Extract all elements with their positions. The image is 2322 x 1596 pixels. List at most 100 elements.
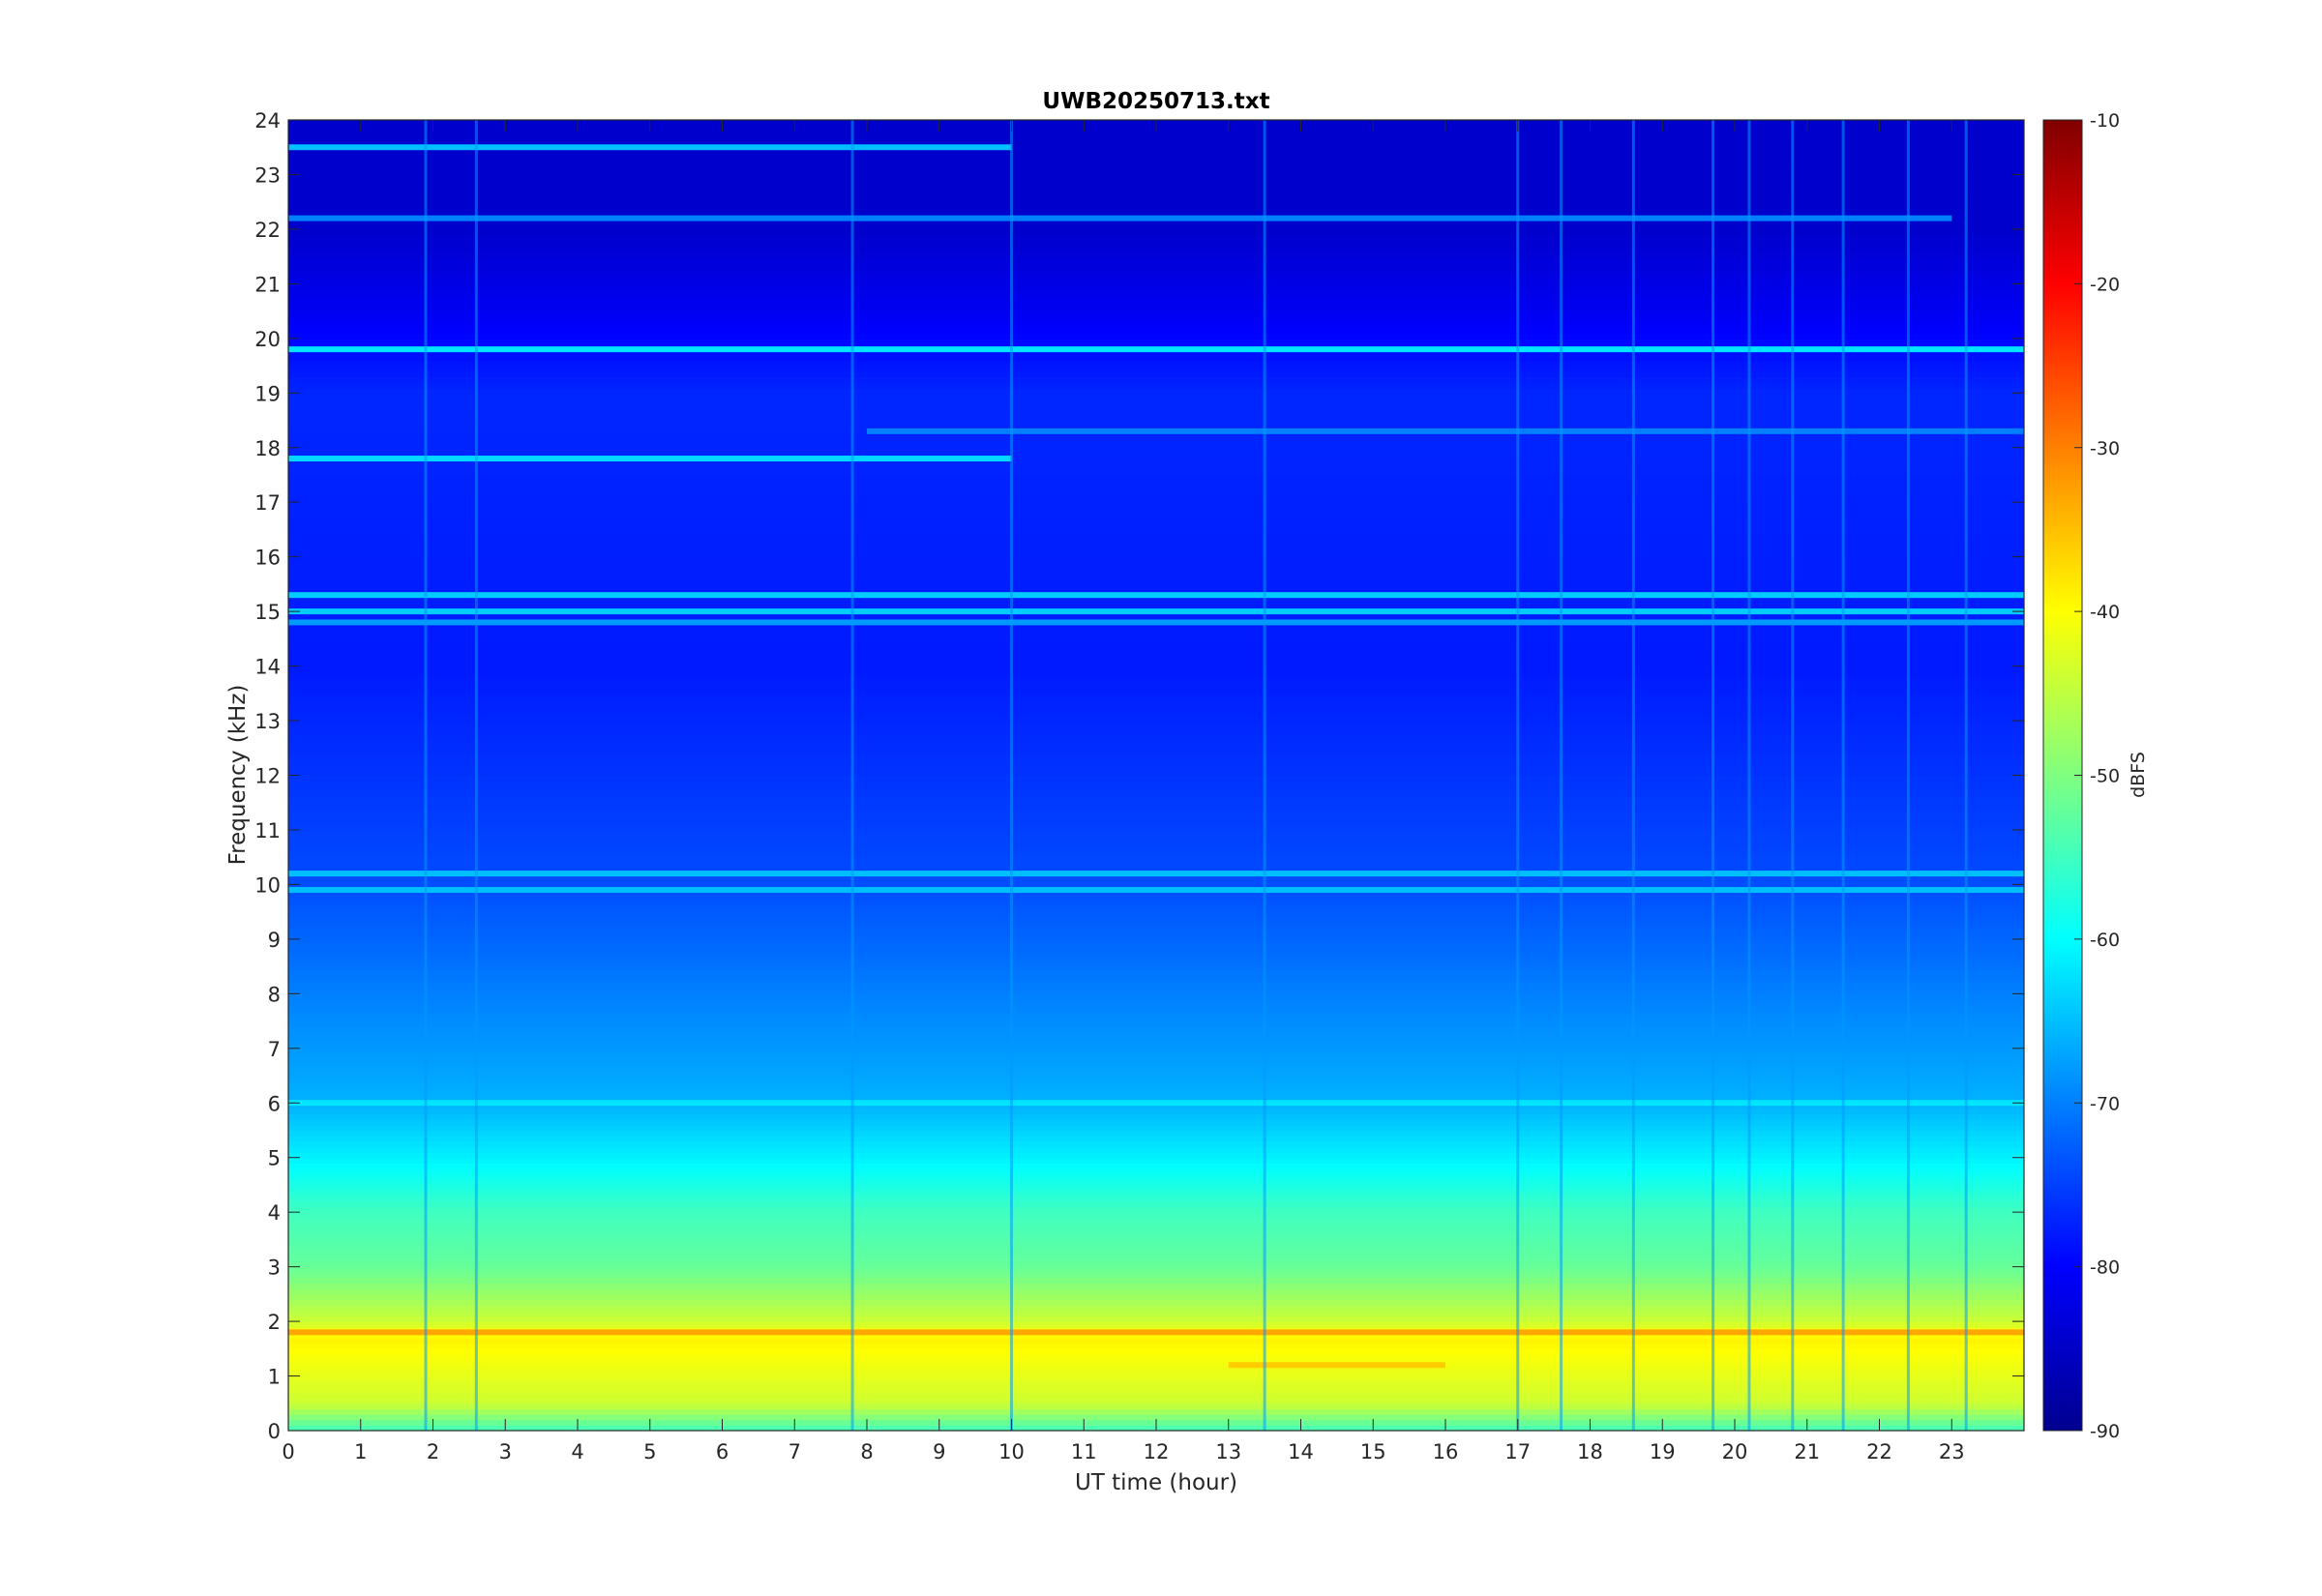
heatmap-band xyxy=(288,802,2024,809)
heatmap-band xyxy=(288,1157,2024,1164)
heatmap-band xyxy=(288,890,2024,897)
heatmap-line xyxy=(288,608,2024,615)
heatmap-band xyxy=(288,453,2024,459)
heatmap-band xyxy=(288,283,2024,290)
heatmap-band xyxy=(288,764,2024,771)
heatmap-streak xyxy=(1841,120,1845,1431)
heatmap-band xyxy=(288,704,2024,711)
heatmap-band xyxy=(288,808,2024,814)
x-tick-label: 7 xyxy=(789,1440,801,1463)
heatmap-band xyxy=(288,1053,2024,1060)
heatmap-band xyxy=(288,354,2024,362)
heatmap-band xyxy=(288,933,2024,940)
y-tick-label: 18 xyxy=(254,437,281,460)
heatmap-band xyxy=(288,523,2024,531)
heatmap-band xyxy=(288,1048,2024,1055)
heatmap-band xyxy=(288,535,2024,542)
heatmap-band xyxy=(288,1223,2024,1229)
heatmap-band xyxy=(288,273,2024,280)
heatmap-band xyxy=(288,857,2024,864)
x-tick-label: 18 xyxy=(1577,1440,1603,1463)
heatmap-band xyxy=(288,1288,2024,1295)
heatmap-band xyxy=(288,442,2024,449)
heatmap-band xyxy=(288,163,2024,170)
heatmap-band xyxy=(288,480,2024,487)
y-tick-label: 5 xyxy=(268,1147,281,1170)
heatmap-bands xyxy=(288,120,2024,1432)
x-tick-label: 3 xyxy=(499,1440,512,1463)
heatmap-band xyxy=(288,1305,2024,1312)
heatmap-band xyxy=(288,447,2024,454)
heatmap-band xyxy=(288,1239,2024,1246)
colorbar-label: dBFS xyxy=(2128,752,2149,798)
y-tick-label: 10 xyxy=(254,873,281,897)
heatmap-band xyxy=(288,993,2024,1000)
heatmap-band xyxy=(288,1228,2024,1235)
x-axis: 0 1 2 3 4 5 6 7 8 9 10 11 12 13 14 15 16 17 18 19 20 21 22 23 xyxy=(282,120,1965,1463)
heatmap-band xyxy=(288,622,2024,629)
heatmap-streak xyxy=(1906,120,1910,1431)
heatmap-band xyxy=(288,490,2024,498)
heatmap-band xyxy=(288,414,2024,422)
heatmap-line xyxy=(288,619,2024,626)
y-tick-label: 24 xyxy=(254,109,281,133)
x-tick-label: 10 xyxy=(998,1440,1025,1463)
heatmap-band xyxy=(288,540,2024,547)
heatmap-band xyxy=(288,234,2024,241)
heatmap-band xyxy=(288,546,2024,552)
heatmap-band xyxy=(288,1163,2024,1169)
heatmap-band xyxy=(288,638,2024,645)
heatmap-band xyxy=(288,1403,2024,1410)
x-tick-label: 19 xyxy=(1650,1440,1676,1463)
heatmap-band xyxy=(288,753,2024,760)
colorbar-tick-label: -70 xyxy=(2090,1093,2120,1114)
heatmap-band xyxy=(288,338,2024,345)
heatmap-line xyxy=(288,456,1012,462)
x-tick-label: 0 xyxy=(282,1440,294,1463)
x-tick-label: 22 xyxy=(1866,1440,1892,1463)
heatmap-band xyxy=(288,731,2024,738)
colorbar-tick-label: -80 xyxy=(2090,1257,2120,1279)
colorbar-tick-label: -90 xyxy=(2090,1421,2120,1442)
heatmap-band xyxy=(288,600,2024,607)
heatmap-band xyxy=(288,152,2024,160)
heatmap-band xyxy=(288,158,2024,164)
heatmap-band xyxy=(288,218,2024,224)
heatmap-band xyxy=(288,573,2024,579)
heatmap-band xyxy=(288,938,2024,946)
heatmap-band xyxy=(288,971,2024,978)
heatmap-band xyxy=(288,911,2024,918)
heatmap-streak xyxy=(1791,120,1795,1431)
heatmap-streak xyxy=(474,120,478,1431)
heatmap-streaks xyxy=(424,120,1968,1431)
x-tick-label: 20 xyxy=(1722,1440,1748,1463)
x-tick-label: 6 xyxy=(716,1440,729,1463)
heatmap-band xyxy=(288,655,2024,662)
heatmap-band xyxy=(288,758,2024,765)
heatmap-band xyxy=(288,1338,2024,1345)
heatmap-band xyxy=(288,1414,2024,1421)
heatmap-band xyxy=(288,845,2024,853)
heatmap-band xyxy=(288,906,2024,913)
heatmap-streak xyxy=(1560,120,1563,1431)
y-tick-label: 4 xyxy=(268,1201,281,1225)
heatmap-band xyxy=(288,1190,2024,1197)
heatmap-band xyxy=(288,671,2024,678)
x-tick-label: 15 xyxy=(1360,1440,1386,1463)
x-tick-label: 13 xyxy=(1215,1440,1241,1463)
heatmap-band xyxy=(288,321,2024,329)
heatmap-band xyxy=(288,327,2024,334)
heatmap-band xyxy=(288,251,2024,257)
heatmap-band xyxy=(288,289,2024,296)
heatmap-band xyxy=(288,1310,2024,1317)
heatmap-band xyxy=(288,649,2024,656)
colorbar-tick-label: -60 xyxy=(2090,930,2120,951)
x-tick-label: 12 xyxy=(1144,1440,1170,1463)
heatmap-band xyxy=(288,360,2024,367)
heatmap-band xyxy=(288,1408,2024,1415)
y-tick-label: 3 xyxy=(268,1256,281,1280)
heatmap-band xyxy=(288,1283,2024,1289)
heatmap-band xyxy=(288,1004,2024,1011)
y-tick-label: 14 xyxy=(254,656,281,679)
heatmap-band xyxy=(288,201,2024,208)
